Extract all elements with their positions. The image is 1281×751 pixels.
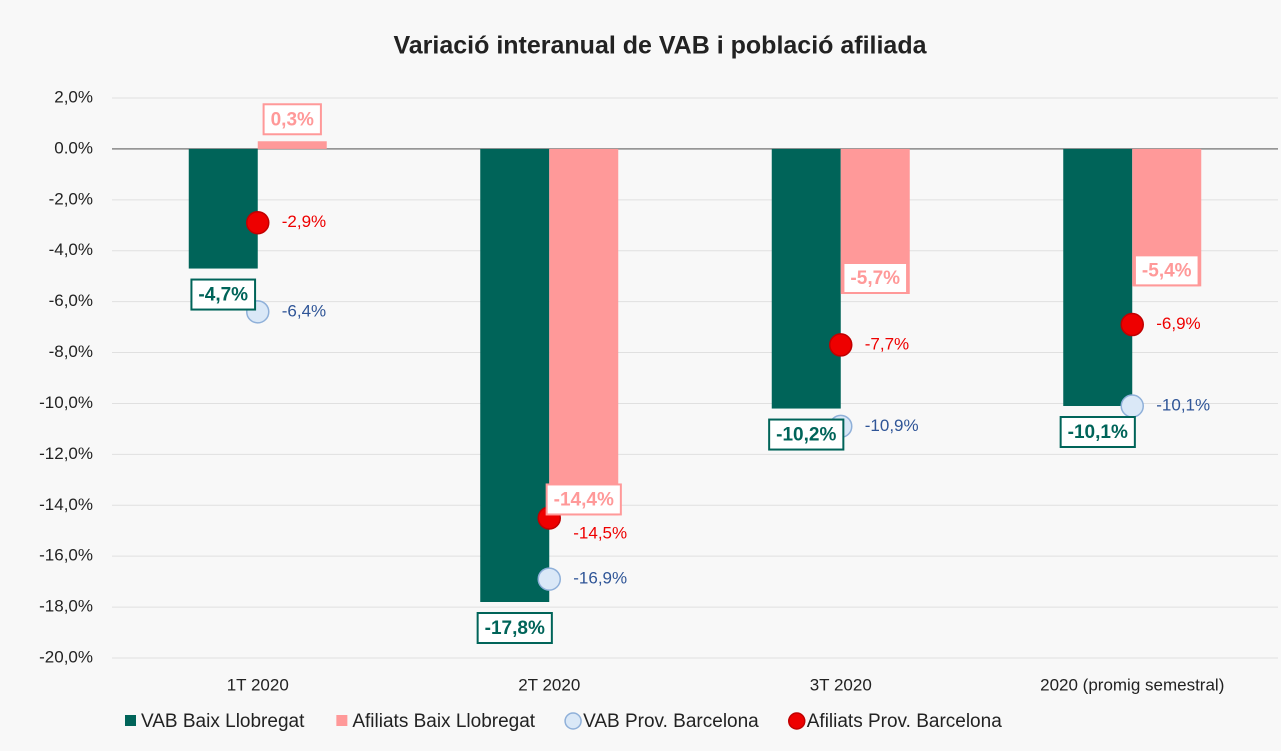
- y-tick-label: 2,0%: [54, 87, 93, 106]
- x-tick-label: 2T 2020: [518, 675, 580, 694]
- label-box: [190, 278, 257, 311]
- y-tick-label: -12,0%: [39, 444, 93, 463]
- bar: [771, 148, 841, 409]
- y-tick-label: -2,0%: [49, 189, 93, 208]
- y-tick-label: -14,0%: [39, 495, 93, 514]
- legend-marker: [336, 715, 348, 726]
- value-label: -2,9%: [282, 212, 326, 231]
- value-label: -14,5%: [573, 523, 627, 542]
- y-tick-label: -16,0%: [39, 546, 93, 565]
- y-tick-label: -10,0%: [39, 393, 93, 412]
- value-label: -10,2%: [776, 425, 836, 446]
- bar: [1063, 148, 1133, 406]
- label-box: [842, 262, 909, 294]
- bar: [257, 141, 327, 149]
- y-tick-label: -6,0%: [49, 291, 93, 310]
- dot: [829, 333, 853, 357]
- legend-marker: [125, 715, 136, 726]
- label-box: [768, 418, 845, 451]
- value-label: -10,1%: [1068, 422, 1128, 443]
- dot: [1120, 312, 1144, 337]
- value-label: -5,4%: [1142, 260, 1192, 281]
- value-label: -10,1%: [1156, 395, 1210, 414]
- value-label: -6,4%: [282, 301, 326, 320]
- value-label: -10,9%: [865, 416, 919, 435]
- legend-marker: [564, 712, 582, 730]
- value-label: -17,8%: [485, 618, 545, 639]
- value-label: -7,7%: [865, 334, 909, 353]
- value-label: -5,7%: [850, 268, 900, 289]
- label-box: [476, 612, 553, 644]
- bar: [480, 148, 550, 602]
- y-tick-label: -4,0%: [49, 240, 93, 259]
- chart-title: Variació interanual de VAB i població af…: [393, 32, 927, 60]
- legend-label: VAB Baix Llobregat: [141, 711, 305, 732]
- legend-label: Afiliats Prov. Barcelona: [807, 711, 1002, 732]
- y-tick-label: -20,0%: [39, 647, 93, 666]
- bar: [549, 148, 619, 516]
- dot: [1120, 394, 1144, 418]
- label-box: [1133, 254, 1200, 287]
- dot: [246, 210, 270, 235]
- bar: [188, 148, 258, 269]
- dot: [537, 567, 561, 591]
- label-box: [262, 103, 322, 136]
- label-box: [1059, 416, 1136, 448]
- label-box: [545, 483, 622, 516]
- legend-marker: [788, 712, 806, 730]
- value-label: 0,3%: [271, 109, 314, 130]
- x-tick-label: 1T 2020: [227, 675, 289, 694]
- y-tick-label: 0.0%: [54, 138, 93, 157]
- y-tick-label: -18,0%: [39, 597, 93, 616]
- value-label: -4,7%: [198, 285, 248, 306]
- value-label: -6,9%: [1156, 314, 1200, 333]
- value-label: -16,9%: [573, 569, 627, 588]
- value-label: -14,4%: [554, 489, 614, 510]
- x-tick-label: 2020 (promig semestral): [1040, 675, 1224, 694]
- legend-label: Afiliats Baix Llobregat: [352, 711, 535, 732]
- legend-label: VAB Prov. Barcelona: [583, 711, 759, 732]
- x-tick-label: 3T 2020: [810, 675, 872, 694]
- y-tick-label: -8,0%: [49, 342, 93, 361]
